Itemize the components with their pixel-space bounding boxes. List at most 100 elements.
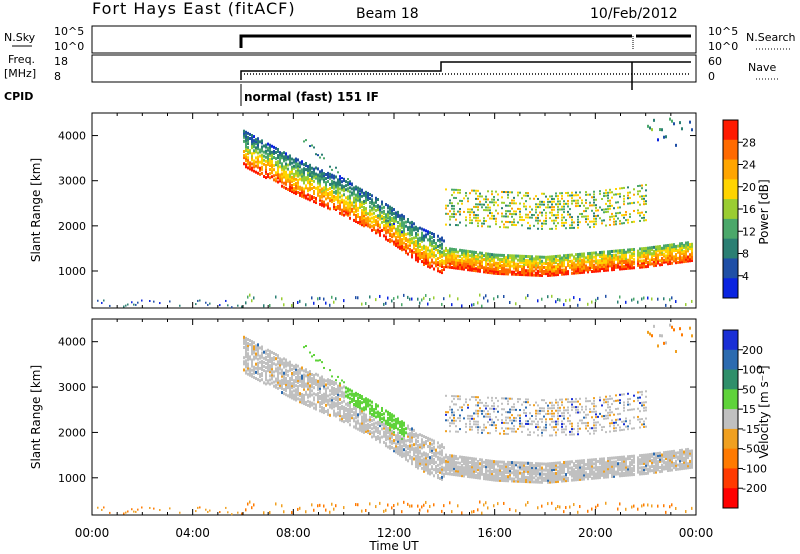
velocity-cell (419, 455, 421, 459)
power-cell (663, 135, 665, 139)
power-cell (363, 201, 365, 205)
power-cell (415, 240, 417, 244)
power-cell (475, 206, 477, 209)
velocity-cell (497, 474, 499, 478)
power-cell (575, 257, 577, 261)
power-cell (513, 260, 515, 264)
power-cell (663, 248, 665, 252)
velocity-cell (463, 474, 465, 478)
velocity-cell (345, 419, 347, 423)
power-cell (259, 140, 261, 144)
power-cell (577, 199, 579, 202)
power-cell (595, 259, 597, 263)
power-cell (445, 248, 447, 252)
power-cell (563, 260, 565, 264)
power-cell (639, 251, 641, 255)
velocity-cell (503, 421, 505, 424)
velocity-cell (357, 421, 359, 425)
power-cell (559, 260, 561, 264)
power-cell (487, 252, 489, 256)
velocity-cell (303, 369, 305, 373)
power-cell (623, 197, 625, 200)
power-cell (623, 195, 625, 198)
velocity-cell (325, 383, 327, 387)
power-cell (195, 303, 197, 306)
velocity-cell (395, 426, 397, 430)
power-cell (375, 223, 377, 227)
power-cell (503, 264, 505, 268)
power-cell (621, 249, 623, 253)
power-cell (509, 300, 511, 304)
power-cell (447, 259, 449, 263)
power-cell (231, 306, 233, 309)
power-cell (671, 253, 673, 257)
power-cell (383, 218, 385, 222)
velocity-cell (325, 379, 327, 383)
power-cell (453, 264, 455, 268)
velocity-cell (343, 381, 345, 384)
velocity-cell (499, 466, 501, 470)
power-cell (643, 197, 645, 200)
velocity-cell (465, 460, 467, 464)
velocity-cell (369, 411, 371, 415)
power-cell (621, 253, 623, 257)
velocity-cell (365, 413, 367, 417)
power-cell (411, 237, 413, 241)
power-cell (457, 224, 459, 227)
power-cell (551, 208, 553, 211)
velocity-cell (247, 354, 249, 358)
power-cell (271, 175, 273, 179)
power-cell (685, 251, 687, 255)
power-cell (343, 187, 345, 191)
velocity-cell (455, 430, 457, 433)
power-cell (375, 208, 377, 212)
power-cell (521, 256, 523, 260)
power-cell (415, 225, 417, 229)
power-cell (623, 222, 625, 225)
velocity-cell (331, 400, 333, 404)
velocity-cell (391, 417, 393, 421)
velocity-cell (441, 451, 443, 455)
velocity-cell (485, 473, 487, 477)
power-cell (479, 269, 481, 273)
velocity-cell (349, 423, 351, 427)
power-cell (531, 216, 533, 219)
power-cell (265, 167, 267, 171)
power-cell (389, 229, 391, 233)
velocity-cell (331, 398, 333, 402)
power-cell (363, 206, 365, 210)
velocity-cell (403, 427, 405, 431)
velocity-cell (453, 419, 455, 422)
power-cell (623, 252, 625, 256)
power-cell (407, 220, 409, 224)
power-cell (297, 170, 299, 174)
velocity-cell (379, 436, 381, 440)
velocity-cell (311, 379, 313, 383)
power-cell (259, 160, 261, 164)
power-cell (253, 149, 255, 153)
velocity-cell (467, 462, 469, 466)
power-cell (521, 273, 523, 277)
velocity-cell (473, 463, 475, 467)
power-cell (577, 223, 579, 226)
power-cell (549, 195, 551, 198)
power-cell (317, 193, 319, 197)
velocity-cell (375, 429, 377, 433)
power-cell (417, 259, 419, 263)
power-cell (467, 266, 469, 270)
velocity-cell (459, 469, 461, 473)
power-cell (491, 193, 493, 196)
power-cell (383, 226, 385, 230)
power-cell (477, 197, 479, 200)
power-cell (661, 258, 663, 262)
velocity-cell (267, 365, 269, 369)
velocity-cell (341, 417, 343, 421)
power-cell (429, 265, 431, 269)
velocity-cell (345, 394, 347, 398)
power-cell (357, 214, 359, 218)
power-cell (477, 259, 479, 263)
power-cell (373, 215, 375, 219)
velocity-cell (397, 437, 399, 441)
power-cell (625, 300, 627, 304)
power-cell (475, 255, 477, 259)
